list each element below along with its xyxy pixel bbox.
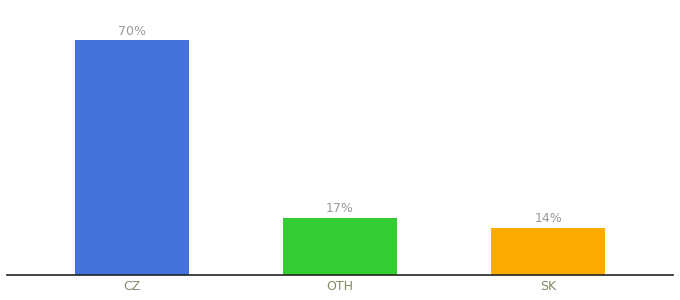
Bar bbox=[283, 218, 397, 274]
Bar bbox=[75, 40, 189, 274]
Bar bbox=[491, 228, 605, 274]
Text: 17%: 17% bbox=[326, 202, 354, 215]
Text: 70%: 70% bbox=[118, 25, 146, 38]
Text: 14%: 14% bbox=[534, 212, 562, 225]
